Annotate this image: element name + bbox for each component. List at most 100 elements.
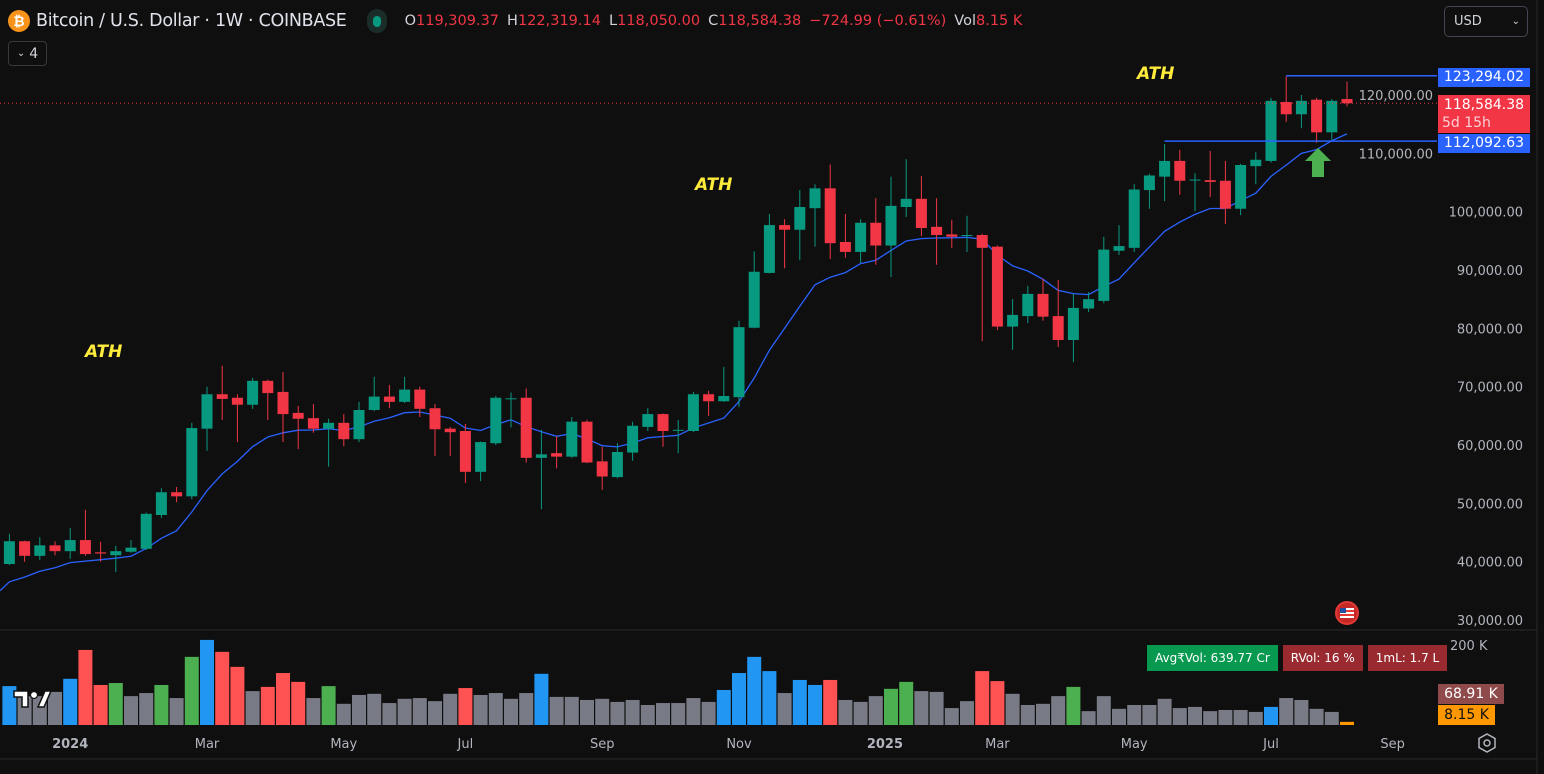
candle-body [1143, 175, 1155, 191]
candle-body [34, 545, 46, 556]
candle [1189, 173, 1201, 212]
volume-bar [929, 691, 944, 725]
candle-body [976, 234, 988, 248]
candle [809, 184, 821, 247]
volume-ma-label: 68.91 K [1438, 684, 1504, 704]
ath-annotation-2025[interactable]: ATH [1137, 64, 1175, 84]
volume-bar [975, 671, 990, 725]
price-axis-tick: 60,000.00 [1457, 439, 1523, 454]
candle [429, 404, 441, 457]
current-volume-label: 8.15 K [1438, 705, 1495, 725]
current-price-label: 118,584.38 5d 15h [1438, 95, 1530, 133]
candle-body [292, 412, 304, 419]
up-arrow-icon[interactable] [1305, 148, 1331, 178]
volume-bar [701, 701, 716, 725]
resistance-price-label: 123,294.02 [1438, 68, 1530, 87]
candle [520, 388, 532, 463]
candle [1204, 150, 1216, 198]
candle [64, 527, 76, 559]
us-flag-event-icon[interactable] [1335, 601, 1359, 625]
volume-bar [838, 699, 853, 725]
candle-body [64, 540, 76, 552]
candle [687, 391, 699, 433]
volume-bar [397, 698, 412, 725]
settings-icon[interactable] [1477, 733, 1497, 753]
candle-body [368, 396, 380, 410]
candle-body [809, 188, 821, 209]
indicators-collapse-button[interactable]: ⌄ 4 [8, 41, 47, 66]
volume-bar [367, 693, 382, 725]
candle [1098, 236, 1110, 304]
ath-annotation-nov-2024[interactable]: ATH [695, 175, 733, 195]
volume-bar [671, 703, 686, 725]
candle [733, 320, 745, 408]
volume-bar [1157, 698, 1172, 725]
volume-bar [260, 686, 275, 725]
candle-body [399, 389, 411, 402]
candle [368, 376, 380, 412]
candle-body [277, 391, 289, 415]
candle-body [444, 428, 456, 433]
volume-bar [443, 693, 458, 725]
candle-body [1326, 100, 1338, 133]
volume-bar [428, 701, 442, 725]
volume-bar [352, 694, 366, 725]
candle [1235, 163, 1247, 216]
candle [444, 426, 456, 457]
candle-body [429, 408, 441, 430]
candle [794, 190, 806, 261]
volume-stats-badges: Avg₹Vol: 639.77 Cr RVol: 16 % 1mL: 1.7 L [1147, 645, 1448, 671]
candle-body [140, 513, 152, 549]
bitcoin-icon: ₿ [8, 10, 30, 32]
market-open-status-icon[interactable] [366, 9, 387, 33]
candle [642, 408, 654, 431]
candle-body [687, 394, 699, 431]
volume-bar [245, 691, 260, 725]
candle [931, 198, 943, 265]
volume-bar [336, 703, 351, 725]
currency-select[interactable]: USD ⌄ [1444, 6, 1528, 37]
candle [657, 413, 669, 447]
volume-bar [1066, 686, 1081, 725]
volume-bar [656, 703, 670, 725]
candle [1326, 99, 1338, 140]
volume-bar [78, 649, 93, 725]
candle-body [1265, 100, 1277, 161]
candle-body [946, 234, 958, 237]
candle [1280, 76, 1292, 122]
tradingview-logo-icon[interactable] [12, 688, 52, 710]
ath-annotation-2024[interactable]: ATH [85, 342, 123, 362]
candle [490, 395, 502, 445]
volume-bar [215, 651, 230, 725]
candle [414, 386, 426, 417]
candle-body [763, 225, 775, 273]
candle [277, 372, 289, 443]
candle [855, 219, 867, 263]
candle-body [672, 429, 684, 431]
candle-body [961, 234, 973, 236]
candle [399, 376, 411, 403]
candle [1113, 225, 1125, 255]
candle [353, 401, 365, 443]
volume-bar [63, 678, 78, 725]
candle-body [186, 428, 198, 497]
candle-body [1022, 293, 1034, 317]
candle-body [915, 198, 927, 228]
candle [475, 441, 487, 482]
volume-bar [1248, 711, 1263, 725]
candle-body [794, 206, 806, 230]
symbol-title[interactable]: Bitcoin / U.S. Dollar · 1W · COINBASE [36, 11, 347, 31]
volume-bar [792, 679, 807, 725]
volume-bar [808, 684, 822, 725]
candle [535, 429, 547, 510]
candle-body [1159, 160, 1171, 177]
volume-bar [686, 698, 701, 725]
candle [1022, 285, 1034, 324]
candle [1143, 173, 1155, 209]
candle-body [885, 205, 897, 246]
candle-body [855, 222, 867, 252]
candle-body [991, 246, 1003, 327]
price-axis-tick: 50,000.00 [1457, 497, 1523, 512]
candle [976, 233, 988, 342]
